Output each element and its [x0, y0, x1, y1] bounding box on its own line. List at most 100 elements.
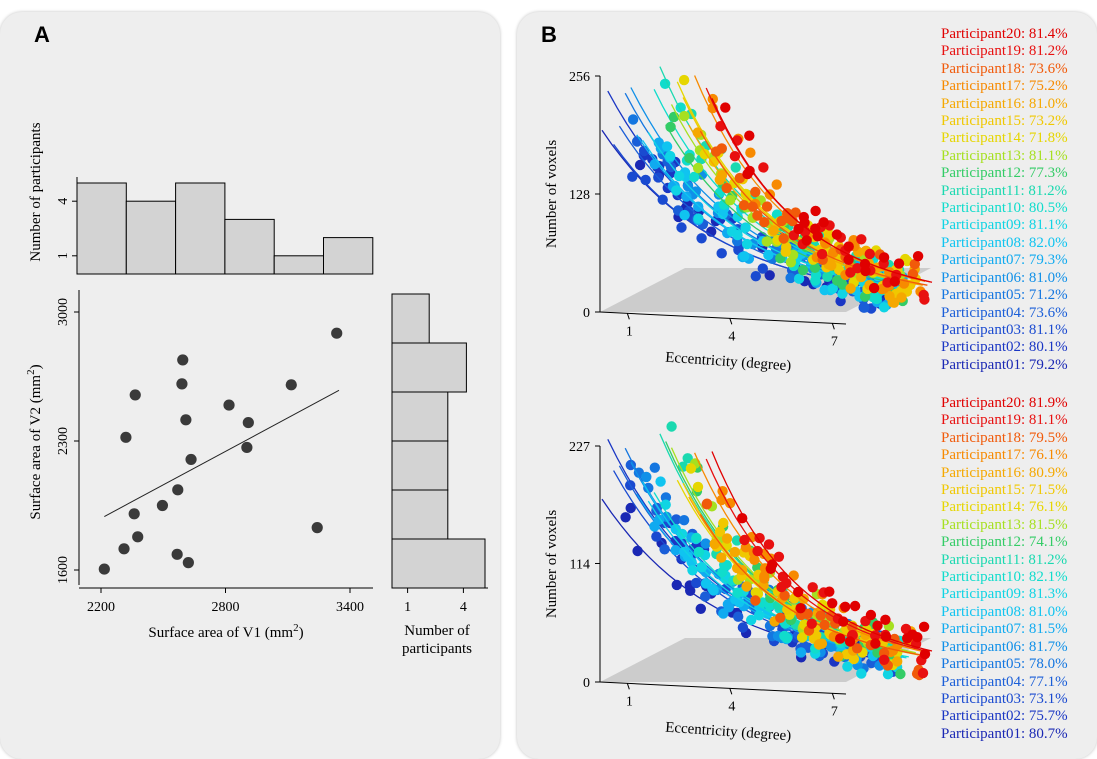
- scatter-point: [172, 484, 184, 496]
- data-point: [737, 513, 748, 524]
- data-point: [807, 582, 818, 593]
- legend-entry: Participant17: 76.1%: [941, 447, 1068, 464]
- data-point: [718, 517, 729, 529]
- data-point: [801, 235, 812, 246]
- data-point: [849, 600, 861, 612]
- data-point: [692, 127, 703, 138]
- legend-entry: Participant16: 80.9%: [941, 465, 1068, 482]
- data-point: [659, 78, 671, 90]
- data-point: [799, 217, 810, 228]
- legend-value: : 81.2%: [1020, 43, 1068, 60]
- legend-value: : 81.1%: [1020, 147, 1068, 164]
- data-point: [681, 191, 692, 202]
- data-point: [822, 271, 833, 282]
- data-point: [759, 217, 770, 228]
- data-point: [837, 279, 848, 290]
- data-point: [838, 616, 849, 627]
- data-point: [729, 151, 741, 162]
- legend-value: : 76.1%: [1020, 499, 1068, 516]
- data-point: [776, 215, 787, 227]
- x-tick-label: 7: [831, 334, 838, 349]
- data-point: [661, 141, 673, 152]
- data-point: [889, 276, 900, 287]
- data-point: [767, 559, 778, 570]
- data-point: [782, 604, 793, 615]
- legend-name: Participant12: [941, 534, 1021, 551]
- legend-value: : 81.1%: [1020, 412, 1068, 429]
- data-point: [912, 632, 923, 643]
- legend-value: : 79.2%: [1020, 356, 1068, 373]
- x-tick-label: 4: [728, 699, 735, 714]
- data-point: [819, 284, 830, 296]
- data-point: [740, 222, 751, 233]
- voxels-bottom-plot: 0 114 227 1 4 7 Eccentricity (degree) Number of…: [544, 421, 933, 745]
- scatter-point: [128, 508, 140, 520]
- data-point: [845, 267, 856, 278]
- scatter-point: [156, 499, 169, 512]
- data-point: [754, 532, 765, 544]
- legend-name: Participant13: [941, 147, 1021, 164]
- data-point: [676, 222, 687, 233]
- legend-top: Participant20: 81.4% Participant19: 81.2%…: [941, 26, 1068, 374]
- legend-entry: Participant08: 82.0%: [941, 235, 1068, 252]
- data-point: [820, 238, 831, 249]
- data-point: [793, 273, 805, 284]
- data-point: [749, 554, 760, 565]
- data-point: [763, 249, 774, 261]
- ylabel: Number of voxels: [544, 510, 560, 618]
- scatter-point: [171, 548, 183, 560]
- legend-entry: Participant04: 73.6%: [941, 305, 1068, 322]
- data-point: [917, 667, 929, 679]
- data-point: [721, 560, 732, 571]
- data-point: [781, 241, 792, 253]
- legend-entry: Participant01: 80.7%: [941, 726, 1068, 743]
- data-point: [627, 171, 638, 182]
- legend-value: : 79.3%: [1020, 252, 1068, 269]
- xlabel: Eccentricity (degree): [665, 350, 792, 375]
- right-hist-bar: [391, 489, 449, 540]
- data-point: [734, 172, 745, 184]
- legend-value: : 77.1%: [1020, 673, 1068, 690]
- legend-value: : 81.5%: [1020, 516, 1068, 533]
- data-point: [696, 561, 708, 573]
- scatter-point: [176, 378, 188, 390]
- data-point: [781, 632, 792, 643]
- data-point: [649, 159, 660, 170]
- data-point: [657, 194, 668, 205]
- data-point: [754, 610, 765, 621]
- data-point: [761, 201, 773, 212]
- x-tick: [831, 693, 835, 700]
- data-point: [731, 535, 743, 546]
- data-point: [884, 290, 895, 302]
- legend-entry: Participant03: 73.1%: [941, 691, 1068, 708]
- legend-value: : 76.1%: [1020, 447, 1068, 464]
- data-point: [674, 170, 685, 182]
- data-point: [795, 647, 807, 658]
- legend-name: Participant06: [941, 269, 1021, 286]
- data-point: [693, 546, 705, 558]
- data-point: [721, 182, 732, 194]
- y-tick-label: 0: [583, 306, 590, 321]
- voxels-top-plot: 0 128 256 1 4 7 Eccentricity (degree) Number of…: [544, 66, 933, 375]
- xlabel: Eccentricity (degree): [665, 720, 792, 745]
- legend-entry: Participant06: 81.0%: [941, 270, 1068, 287]
- data-point: [695, 603, 706, 614]
- data-point: [793, 586, 804, 598]
- x-tick-label: 4: [728, 329, 735, 344]
- data-point: [892, 656, 903, 667]
- data-point: [655, 476, 666, 487]
- data-point: [781, 577, 792, 589]
- legend-value: : 74.1%: [1020, 534, 1068, 551]
- fit-curve: [711, 451, 933, 652]
- data-point: [744, 165, 755, 177]
- right-hist-tick-label: 4: [460, 600, 467, 615]
- data-point: [671, 185, 682, 196]
- data-point: [692, 162, 704, 174]
- data-point: [659, 544, 670, 555]
- data-point: [758, 162, 769, 173]
- data-point: [845, 283, 856, 294]
- legend-entry: Participant03: 81.1%: [941, 322, 1068, 339]
- legend-value: : 80.1%: [1020, 339, 1068, 356]
- data-point: [715, 121, 726, 132]
- legend-entry: Participant12: 77.3%: [941, 165, 1068, 182]
